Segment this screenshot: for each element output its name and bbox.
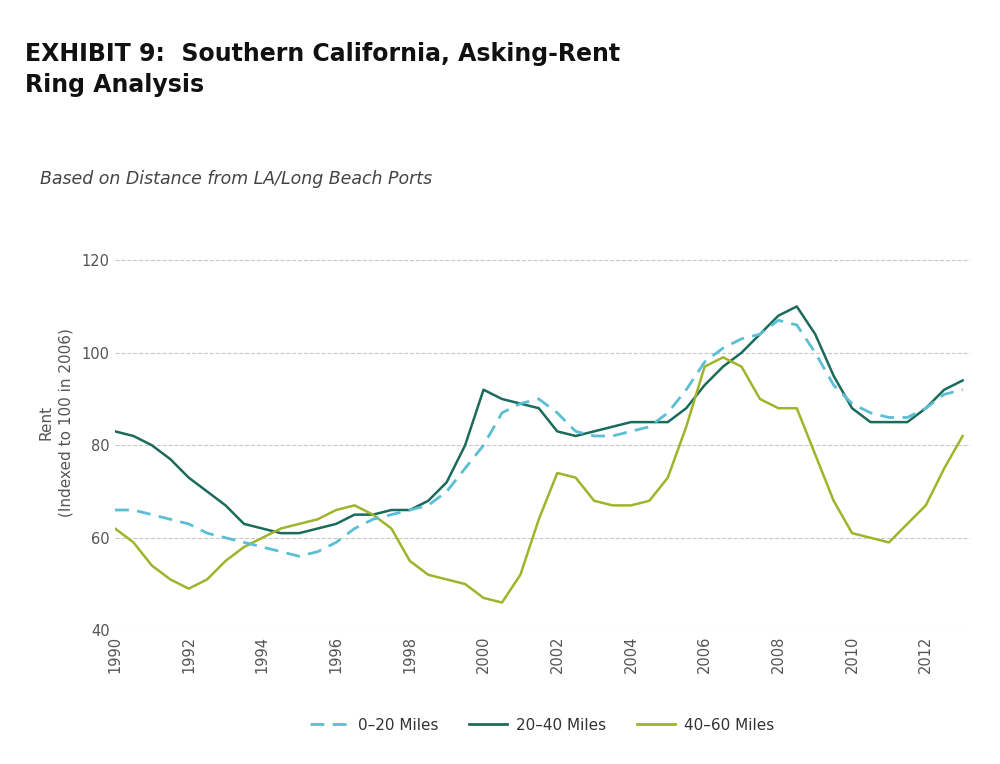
Legend: 0–20 Miles, 20–40 Miles, 40–60 Miles: 0–20 Miles, 20–40 Miles, 40–60 Miles: [304, 712, 781, 740]
Y-axis label: Rent
(Indexed to 100 in 2006): Rent (Indexed to 100 in 2006): [38, 328, 73, 516]
Text: EXHIBIT 9:  Southern California, Asking-Rent
Ring Analysis: EXHIBIT 9: Southern California, Asking-R…: [25, 42, 620, 98]
Text: Based on Distance from LA/Long Beach Ports: Based on Distance from LA/Long Beach Por…: [40, 170, 432, 188]
